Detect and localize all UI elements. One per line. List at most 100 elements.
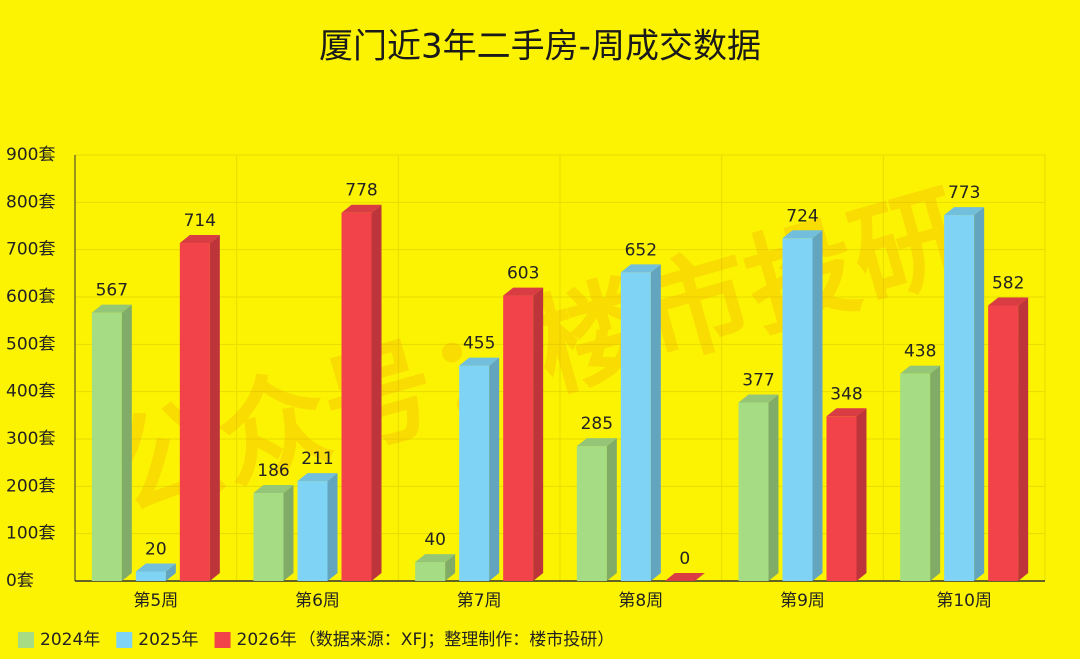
y-tick-label: 100套 (6, 524, 55, 544)
bar (415, 554, 456, 581)
y-tick-label: 600套 (6, 287, 55, 307)
bar-top (135, 563, 176, 572)
value-label: 603 (507, 264, 539, 284)
bar (253, 484, 294, 581)
value-label: 40 (424, 530, 446, 550)
chart-title: 厦门近3年二手房-周成交数据 (319, 27, 761, 67)
y-tick-label: 400套 (6, 382, 55, 402)
bar-side (1018, 297, 1029, 581)
legend-label: 2024年 (40, 630, 100, 650)
bar-front (179, 243, 210, 582)
bar-front (253, 492, 284, 581)
x-tick-label: 第6周 (295, 591, 340, 611)
bar-front (988, 305, 1019, 581)
bar (826, 408, 867, 581)
value-label: 211 (301, 449, 333, 469)
bar-top (91, 304, 132, 313)
bar-side (606, 438, 617, 581)
bar (91, 304, 132, 581)
legend-label: 2025年 (138, 630, 198, 650)
x-tick-label: 第7周 (457, 591, 502, 611)
y-tick-label: 500套 (6, 334, 55, 354)
bar-top (459, 357, 500, 366)
bar-top (503, 287, 544, 296)
value-label: 652 (625, 240, 657, 260)
bar (620, 264, 661, 581)
y-tick-label: 300套 (6, 429, 55, 449)
x-tick-label: 第8周 (618, 591, 663, 611)
value-label: 438 (904, 342, 936, 362)
bar-side (768, 394, 779, 581)
bar-side (165, 563, 176, 581)
y-tick-label: 700套 (6, 240, 55, 260)
bar-side (974, 207, 985, 581)
bar-front (297, 481, 328, 581)
bar (341, 204, 382, 581)
bar-front (826, 416, 857, 581)
bar-top (988, 297, 1029, 306)
value-label: 724 (786, 206, 818, 226)
value-label: 773 (948, 183, 980, 203)
bar-side (445, 554, 456, 581)
bar-side (209, 235, 220, 582)
bar-side (327, 473, 338, 581)
bar-top (664, 573, 705, 581)
bar-side (812, 230, 823, 581)
bar-front (459, 365, 490, 581)
bar-top (826, 408, 867, 417)
legend-note: （数据来源：XFJ；整理制作：楼市投研） (299, 630, 614, 650)
bar-top (900, 365, 941, 374)
bar-top (297, 473, 338, 482)
value-label: 20 (145, 540, 167, 560)
bar (738, 394, 779, 581)
bar-side (650, 264, 661, 581)
y-tick-label: 800套 (6, 192, 55, 212)
bar-side (856, 408, 867, 581)
bar-top (944, 207, 985, 216)
bar-front (900, 373, 931, 581)
value-label: 455 (463, 334, 495, 354)
bar-top (782, 230, 823, 239)
value-label: 567 (96, 281, 128, 301)
bar-front (503, 295, 534, 581)
value-label: 778 (345, 181, 377, 201)
bar-top (253, 484, 294, 493)
bar-front (341, 212, 372, 581)
bar-top (341, 204, 382, 213)
legend-swatch (18, 632, 34, 648)
value-label: 582 (992, 274, 1024, 294)
bar (179, 235, 220, 582)
bar (664, 573, 705, 581)
bar-front (782, 238, 813, 581)
bar (988, 297, 1029, 581)
value-label: 714 (184, 211, 216, 231)
legend-label: 2026年 (237, 630, 297, 650)
x-tick-label: 第9周 (780, 591, 825, 611)
bar-side (489, 357, 500, 581)
value-label: 348 (830, 384, 862, 404)
bar-front (135, 571, 166, 581)
value-label: 186 (257, 461, 289, 481)
bar-top (179, 235, 220, 244)
y-tick-label: 900套 (6, 145, 55, 165)
bar-side (283, 484, 294, 581)
bar-side (121, 304, 132, 581)
bar-top (738, 394, 779, 403)
bar-side (930, 365, 941, 581)
value-label: 377 (742, 371, 774, 391)
bar-top (576, 438, 617, 447)
bar-top (620, 264, 661, 273)
bar-front (415, 562, 446, 581)
bar (459, 357, 500, 581)
y-tick-label: 200套 (6, 476, 55, 496)
bar (576, 438, 617, 581)
bar-front (576, 446, 607, 581)
x-tick-label: 第5周 (133, 591, 178, 611)
bar-top (415, 554, 456, 563)
bar-side (533, 287, 544, 581)
bar-front (738, 402, 769, 581)
bar (503, 287, 544, 581)
legend-swatch (214, 632, 231, 648)
bar-front (620, 272, 651, 581)
